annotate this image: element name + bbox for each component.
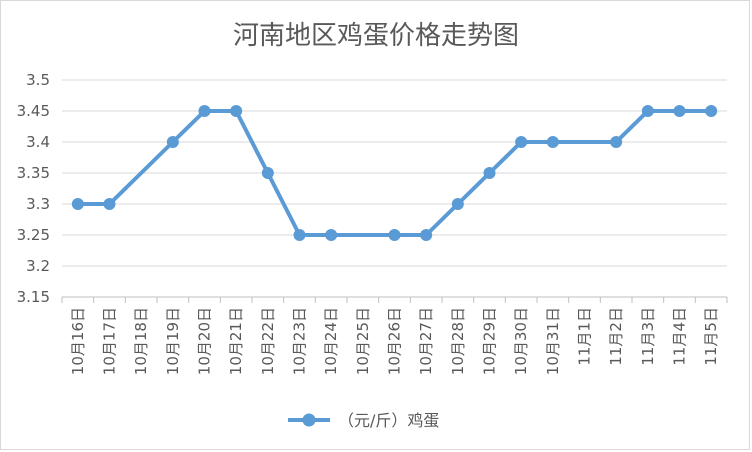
x-tick-label: 10月21日 [227, 307, 245, 375]
x-tick-label: 10月29日 [481, 307, 499, 375]
legend-marker-swatch [302, 413, 316, 427]
data-point[interactable] [546, 136, 559, 148]
x-tick-label: 10月18日 [132, 307, 150, 375]
gridlines [62, 79, 727, 298]
data-point[interactable] [103, 198, 116, 210]
x-tick-label: 10月23日 [291, 307, 309, 375]
data-point[interactable] [198, 105, 211, 117]
x-tick-label: 10月20日 [196, 307, 214, 375]
data-point[interactable] [325, 229, 338, 241]
data-point[interactable] [261, 167, 274, 179]
data-point[interactable] [230, 105, 243, 117]
y-tick-label: 3.3 [26, 195, 50, 213]
x-tick-label: 10月27日 [417, 307, 435, 375]
legend[interactable]: （元/斤）鸡蛋 [288, 411, 439, 430]
x-tick-label: 11月1日 [576, 307, 594, 366]
data-point[interactable] [673, 105, 686, 117]
data-point[interactable] [420, 229, 433, 241]
x-tick-label: 11月4日 [671, 307, 689, 366]
x-tick-label: 10月24日 [322, 307, 340, 375]
y-tick-label: 3.35 [17, 164, 50, 182]
y-tick-label: 3.45 [17, 102, 50, 120]
x-tick-label: 10月22日 [259, 307, 277, 375]
chart-title: 河南地区鸡蛋价格走势图 [233, 21, 519, 51]
data-point[interactable] [293, 229, 306, 241]
legend-label: （元/斤）鸡蛋 [338, 411, 439, 430]
y-tick-label: 3.15 [17, 288, 50, 306]
x-tick-label: 11月5日 [702, 307, 720, 366]
data-point[interactable] [515, 136, 528, 148]
x-tick-label: 10月19日 [164, 307, 182, 375]
data-point[interactable] [641, 105, 654, 117]
x-tick-label: 10月16日 [69, 307, 87, 375]
x-tick-label: 10月26日 [386, 307, 404, 375]
x-tick-label: 10月30日 [512, 307, 530, 375]
series-layer [71, 105, 718, 241]
data-point[interactable] [705, 105, 718, 117]
x-tick-label: 10月31日 [544, 307, 562, 375]
data-point[interactable] [610, 136, 623, 148]
y-tick-label: 3.2 [26, 257, 50, 275]
x-tick-label: 10月28日 [449, 307, 467, 375]
y-axis: 3.15 3.2 3.25 3.3 3.35 3.4 3.45 3.5 [17, 71, 50, 306]
y-tick-label: 3.5 [26, 71, 50, 89]
x-tick-label: 11月2日 [607, 307, 625, 366]
data-point[interactable] [483, 167, 496, 179]
x-axis: 10月16日 10月17日 10月18日 10月19日 10月20日 10月21日 10月2… [61, 297, 728, 375]
y-tick-label: 3.4 [26, 133, 50, 151]
x-tick-label: 11月3日 [639, 307, 657, 366]
data-point[interactable] [166, 136, 179, 148]
data-point[interactable] [71, 198, 84, 210]
x-tick-label: 10月17日 [101, 307, 119, 375]
x-tick-label: 10月25日 [354, 307, 372, 375]
data-point[interactable] [388, 229, 401, 241]
data-point[interactable] [451, 198, 464, 210]
series-line [77, 109, 712, 237]
y-tick-label: 3.25 [17, 226, 50, 244]
